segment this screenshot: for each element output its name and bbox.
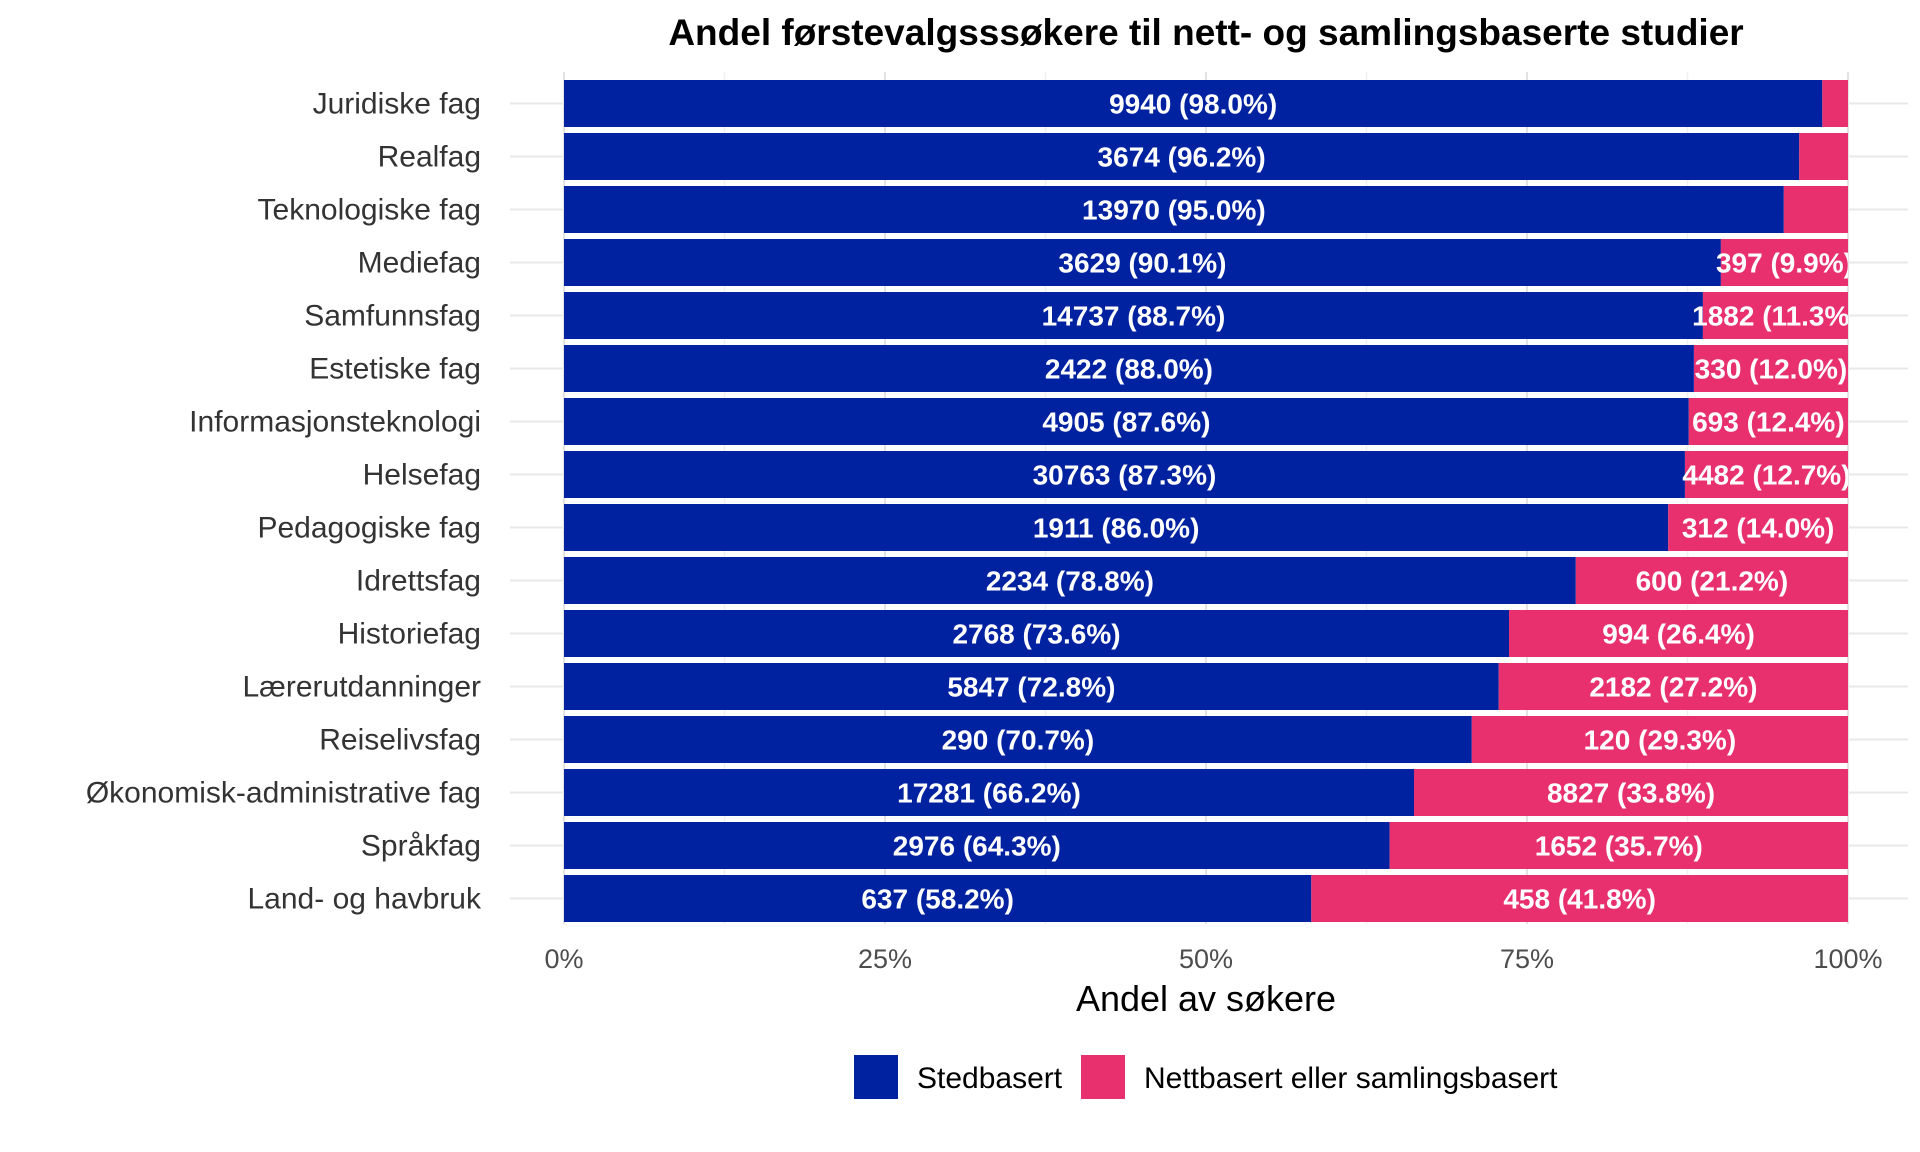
bar-nettbasert (1720, 239, 1848, 286)
bar-nettbasert (1693, 345, 1848, 392)
bar-label-stedbasert: 3629 (90.1%) (1058, 248, 1226, 279)
bar-nettbasert (1389, 822, 1848, 869)
bar-stedbasert (564, 345, 1694, 392)
bar-stedbasert (564, 663, 1499, 710)
category-label: Pedagogiske fag (257, 512, 481, 545)
category-label: Mediefag (358, 247, 481, 280)
legend-swatch-stedbasert (854, 1055, 898, 1099)
x-tick-label: 0% (544, 944, 583, 974)
bar-label-nettbasert: 1652 (35.7%) (1535, 831, 1703, 862)
bar-nettbasert (1509, 610, 1848, 657)
bar-stedbasert (564, 610, 1510, 657)
bar-stedbasert (564, 239, 1721, 286)
category-label: Realfag (378, 141, 481, 174)
bar-value-labels: 9940 (98.0%) 3674 (96.2%) 13970 (95.0%) 362… (861, 89, 1859, 915)
category-label: Økonomisk-administrative fag (86, 777, 481, 810)
bar-label-stedbasert: 9940 (98.0%) (1109, 89, 1277, 120)
bar-label-nettbasert: 693 (12.4%) (1692, 407, 1845, 438)
x-axis-tick-labels: 0% 25% 50% 75% 100% (544, 944, 1882, 974)
bar-label-stedbasert: 30763 (87.3%) (1033, 460, 1217, 491)
x-tick-label: 75% (1500, 944, 1554, 974)
bar-stedbasert (564, 822, 1390, 869)
bar-label-nettbasert: 312 (14.0%) (1682, 513, 1835, 544)
bar-label-stedbasert: 17281 (66.2%) (897, 778, 1081, 809)
bar-nettbasert (1668, 504, 1848, 551)
x-tick-label: 100% (1813, 944, 1882, 974)
category-label: Helsefag (363, 459, 481, 492)
bar-label-stedbasert: 2768 (73.6%) (952, 619, 1120, 650)
bar-nettbasert (1311, 875, 1848, 922)
bar-label-nettbasert: 600 (21.2%) (1636, 566, 1789, 597)
bar-nettbasert (1822, 80, 1848, 127)
bar-nettbasert (1688, 398, 1848, 445)
bar-stedbasert (564, 186, 1784, 233)
bar-nettbasert (1575, 557, 1848, 604)
bar-label-stedbasert: 3674 (96.2%) (1098, 142, 1266, 173)
bar-stedbasert (564, 716, 1472, 763)
category-label: Land- og havbruk (248, 883, 482, 916)
legend-label-stedbasert: Stedbasert (917, 1062, 1063, 1095)
category-label: Reiselivsfag (319, 724, 481, 757)
x-tick-label: 25% (858, 944, 912, 974)
bar-nettbasert (1471, 716, 1848, 763)
bar-label-stedbasert: 1911 (86.0%) (1033, 513, 1200, 544)
bar-nettbasert (1702, 292, 1848, 339)
bar-stedbasert (564, 80, 1823, 127)
bar-stedbasert (564, 292, 1703, 339)
bar-nettbasert (1799, 133, 1848, 180)
legend: Stedbasert Nettbasert eller samlingsbaser… (854, 1055, 1558, 1099)
bar-label-stedbasert: 4905 (87.6%) (1042, 407, 1210, 438)
bars (564, 80, 1848, 922)
bar-stedbasert (564, 557, 1576, 604)
bar-label-nettbasert: 994 (26.4%) (1602, 619, 1755, 650)
bar-label-stedbasert: 2422 (88.0%) (1045, 354, 1213, 385)
bar-label-nettbasert: 330 (12.0%) (1695, 354, 1848, 385)
bar-label-nettbasert: 458 (41.8%) (1503, 884, 1656, 915)
category-label: Språkfag (361, 830, 481, 863)
bar-stedbasert (564, 875, 1312, 922)
bar-stedbasert (564, 769, 1415, 816)
category-label: Juridiske fag (313, 88, 481, 121)
x-axis-title: Andel av søkere (1076, 978, 1336, 1019)
x-tick-label: 50% (1179, 944, 1233, 974)
chart-title: Andel førstevalgsssøkere til nett- og sa… (668, 12, 1743, 53)
legend-label-nettbasert: Nettbasert eller samlingsbasert (1144, 1062, 1558, 1095)
bar-label-stedbasert: 290 (70.7%) (942, 725, 1095, 756)
bar-label-nettbasert: 397 (9.9%) (1716, 248, 1853, 279)
category-label: Historiefag (338, 618, 481, 651)
bar-label-nettbasert: 1882 (11.3%) (1692, 301, 1859, 332)
bar-label-stedbasert: 5847 (72.8%) (947, 672, 1115, 703)
category-label: Informasjonsteknologi (189, 406, 481, 439)
bar-label-nettbasert: 120 (29.3%) (1584, 725, 1737, 756)
bar-label-nettbasert: 8827 (33.8%) (1547, 778, 1715, 809)
bar-nettbasert (1783, 186, 1848, 233)
bar-label-stedbasert: 13970 (95.0%) (1082, 195, 1266, 226)
bar-stedbasert (564, 504, 1669, 551)
bar-label-nettbasert: 4482 (12.7%) (1682, 460, 1850, 491)
bar-nettbasert (1498, 663, 1848, 710)
bar-label-nettbasert: 2182 (27.2%) (1589, 672, 1757, 703)
legend-swatch-nettbasert (1081, 1055, 1125, 1099)
category-label: Teknologiske fag (258, 194, 481, 227)
category-axis-labels: Juridiske fag Realfag Teknologiske fag Medi… (86, 88, 482, 916)
bar-label-stedbasert: 2234 (78.8%) (986, 566, 1154, 597)
bar-label-stedbasert: 637 (58.2%) (861, 884, 1014, 915)
bar-stedbasert (564, 398, 1689, 445)
bar-nettbasert (1414, 769, 1848, 816)
bar-label-stedbasert: 2976 (64.3%) (893, 831, 1061, 862)
category-label: Estetiske fag (309, 353, 481, 386)
category-label: Lærerutdanninger (243, 671, 482, 704)
category-label: Idrettsfag (356, 565, 481, 598)
bar-stedbasert (564, 451, 1685, 498)
category-label: Samfunnsfag (304, 300, 481, 333)
bar-stedbasert (564, 133, 1800, 180)
bar-label-stedbasert: 14737 (88.7%) (1042, 301, 1226, 332)
bar-nettbasert (1684, 451, 1848, 498)
